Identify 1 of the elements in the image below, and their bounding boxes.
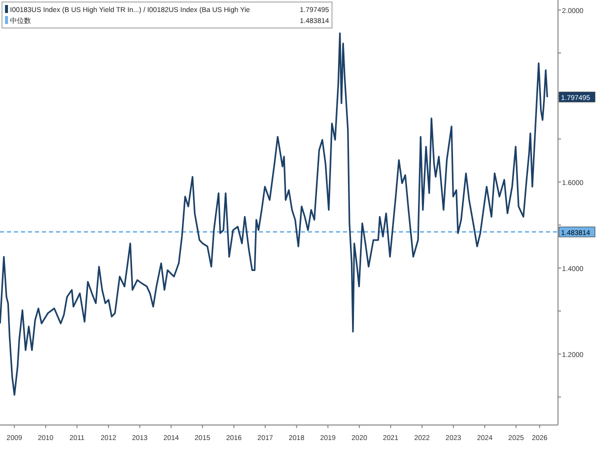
line-series [0,32,548,396]
